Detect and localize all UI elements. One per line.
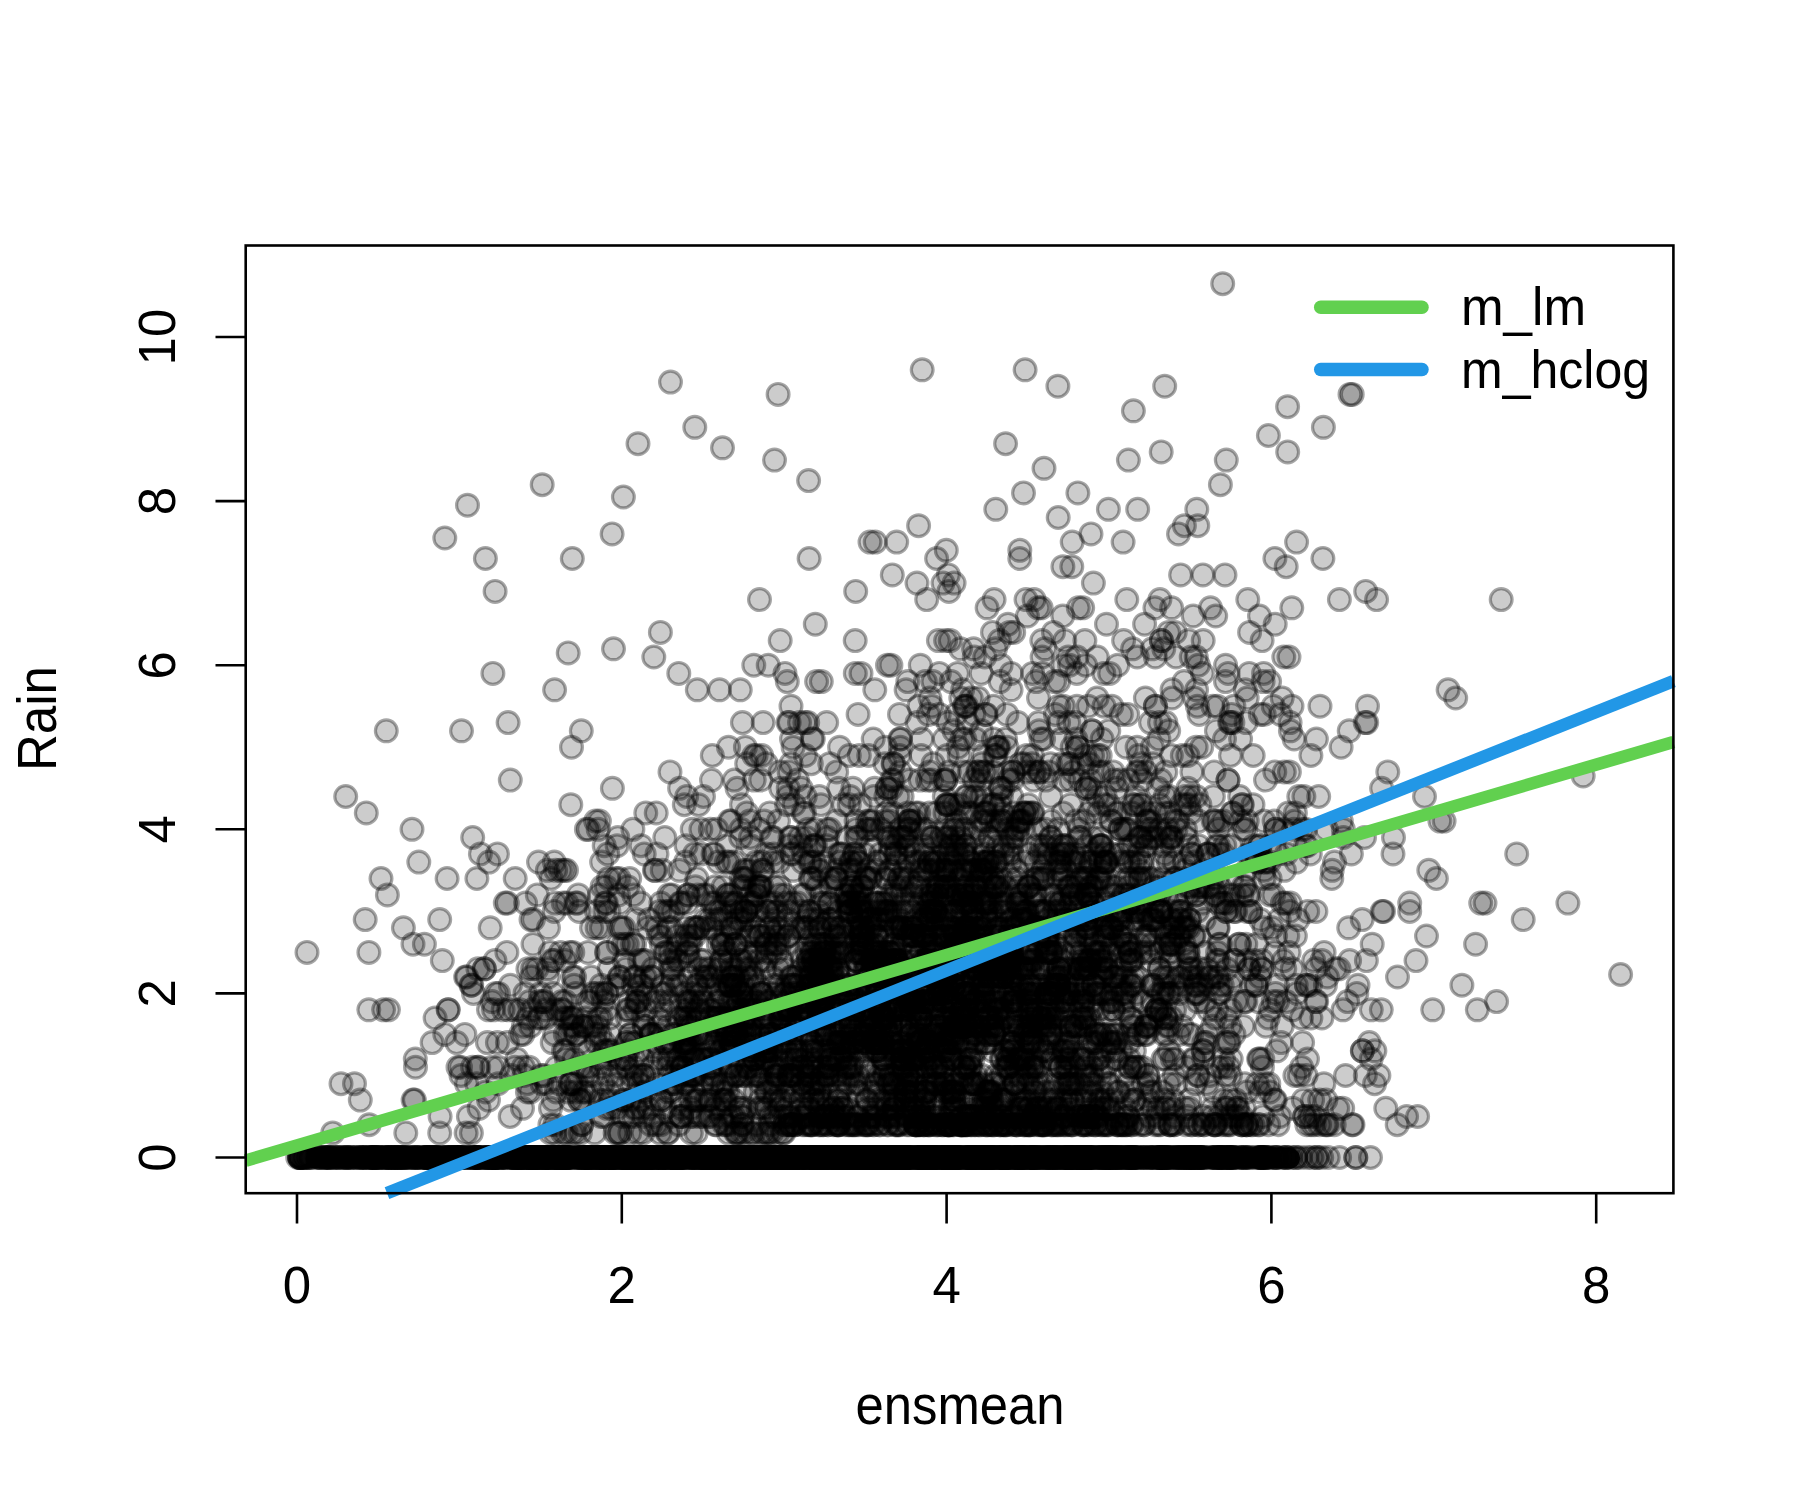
svg-text:4: 4 [932,1257,960,1314]
svg-text:m_hclog: m_hclog [1461,339,1650,399]
svg-text:2: 2 [608,1257,636,1314]
svg-text:10: 10 [129,309,186,366]
svg-text:6: 6 [129,651,186,679]
svg-text:4: 4 [129,815,186,843]
svg-text:8: 8 [1582,1257,1610,1314]
svg-text:2: 2 [129,979,186,1007]
svg-text:8: 8 [129,487,186,515]
svg-text:Rain: Rain [6,666,68,771]
svg-text:ensmean: ensmean [856,1374,1065,1436]
svg-text:0: 0 [129,1143,186,1171]
svg-text:m_lm: m_lm [1461,276,1586,336]
svg-text:0: 0 [283,1257,311,1314]
svg-text:6: 6 [1257,1257,1285,1314]
